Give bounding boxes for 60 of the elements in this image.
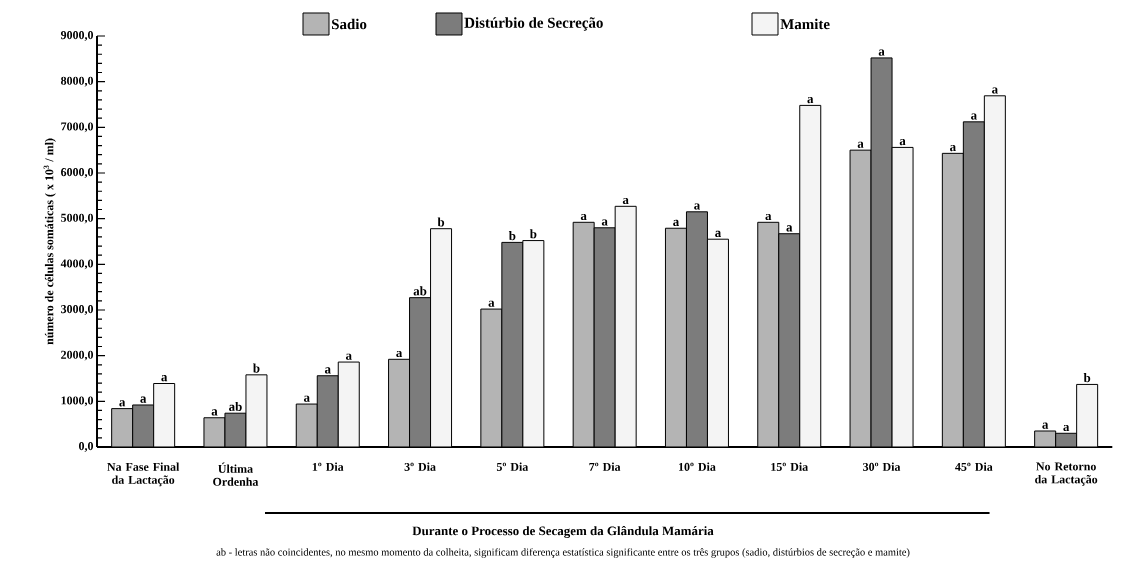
data-label: a xyxy=(992,87,998,94)
data-label: b xyxy=(529,229,537,239)
data-label: a xyxy=(324,367,331,374)
data-label: a xyxy=(345,353,352,360)
data-label: a xyxy=(694,203,700,210)
x-tick-label: 15º Dia xyxy=(771,462,808,471)
data-label: a xyxy=(580,213,587,221)
x-tick-label: 1º Dia xyxy=(312,462,344,471)
text: ab - letras não coincidentes, no mesmo momento da colheita, significam diferença estatística significante entre os três grupos (sadio, distúrbios de secreção e mamite) xyxy=(216,548,910,558)
data-label: a xyxy=(1063,424,1070,432)
y-tick-label: 2000,0 xyxy=(61,350,94,361)
data-label: ab xyxy=(413,286,427,296)
data-label: a xyxy=(601,219,608,226)
data-label: a xyxy=(161,375,168,382)
data-label: a xyxy=(765,213,772,221)
y-tick-label: 7000,0 xyxy=(61,122,94,133)
data-label: a xyxy=(857,141,864,148)
data-label: a xyxy=(211,409,218,416)
y-tick-label: 0,0 xyxy=(79,442,94,452)
data-label: a xyxy=(673,219,679,227)
legend-label: Mamite xyxy=(780,18,830,30)
data-label: a xyxy=(303,395,310,402)
data-label: a xyxy=(1042,422,1049,429)
x-tick-label: Na Fase Final da Lactação xyxy=(107,462,180,487)
y-tick-label: 3000,0 xyxy=(61,305,94,315)
data-label: a xyxy=(786,225,793,232)
legend-label: Distúrbio de Secreção xyxy=(464,17,603,31)
x-tick-label: 30º Dia xyxy=(863,462,901,471)
y-axis-title: número de células somáticas ( x 10$^{3}$ / ml) xyxy=(43,138,56,345)
data-label: a xyxy=(950,144,956,152)
y-tick-label: 8000,0 xyxy=(61,76,94,87)
y-tick-label: 5000,0 xyxy=(61,213,94,224)
y-tick-label: 6000,0 xyxy=(61,168,94,178)
data-label: a xyxy=(396,350,403,358)
data-label: b xyxy=(253,363,260,373)
x-tick-label: 5º Dia xyxy=(496,462,529,471)
data-label: b xyxy=(508,231,516,241)
data-label: a xyxy=(119,400,126,407)
data-label: a xyxy=(899,139,906,146)
data-label: a xyxy=(140,396,147,403)
y-tick-label: 1000,0 xyxy=(61,396,94,407)
data-label: b xyxy=(437,217,445,227)
x-tick-label: No Retorno da Lactação xyxy=(1035,462,1098,486)
data-label: a xyxy=(878,49,885,56)
data-label: a xyxy=(715,230,721,237)
y-tick-label: 4000,0 xyxy=(60,259,94,270)
data-label: a xyxy=(488,300,495,307)
data-label: a xyxy=(622,197,629,205)
x-tick-label: 7º Dia xyxy=(589,462,621,471)
data-label: ab xyxy=(229,401,242,411)
x-tick-label: Última Ordenha xyxy=(213,462,259,486)
data-label: a xyxy=(807,97,814,104)
legend-label: Sadio xyxy=(332,18,367,30)
text: Durante o Processo de Secagem da Glândula Mamária xyxy=(412,525,714,538)
x-tick-label: 10º Dia xyxy=(679,462,716,471)
x-tick-label: 45º Dia xyxy=(955,462,993,471)
y-tick-label: 9000,0 xyxy=(60,31,94,41)
data-label: a xyxy=(971,113,977,120)
x-tick-label: 3º Dia xyxy=(404,462,436,471)
data-label: b xyxy=(1083,373,1091,383)
